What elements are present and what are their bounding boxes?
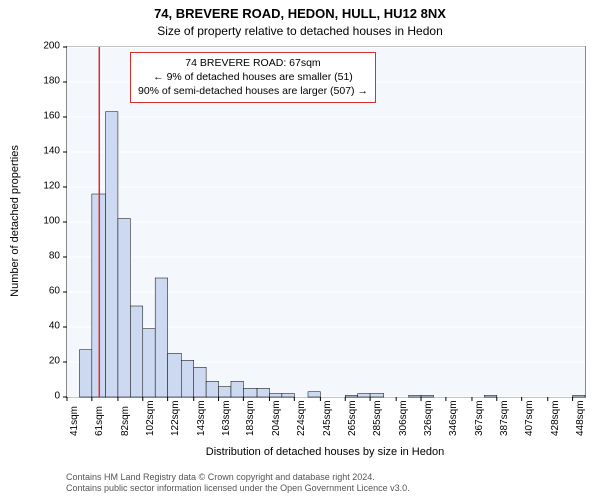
- histogram-bar: [282, 394, 294, 398]
- x-tick-label: 407sqm: [524, 400, 535, 436]
- x-tick-label: 82sqm: [120, 406, 131, 436]
- y-tick-label: 100: [30, 216, 60, 227]
- annotation-line-2: ← 9% of detached houses are smaller (51): [138, 70, 368, 84]
- x-tick-label: 285sqm: [372, 400, 383, 436]
- x-tick-label: 367sqm: [474, 400, 485, 436]
- histogram-bar: [345, 395, 357, 397]
- x-tick-label: 224sqm: [296, 400, 307, 436]
- x-tick-label: 428sqm: [550, 400, 561, 436]
- histogram-bar: [106, 112, 118, 397]
- chart-subtitle: Size of property relative to detached ho…: [0, 24, 600, 38]
- x-tick-label: 265sqm: [347, 400, 358, 436]
- histogram-bar: [370, 394, 384, 398]
- x-tick-label: 61sqm: [94, 406, 105, 436]
- histogram-bar: [219, 387, 231, 398]
- x-tick-label: 448sqm: [575, 400, 586, 436]
- x-tick-label: 326sqm: [423, 400, 434, 436]
- histogram-bar: [181, 360, 193, 397]
- footer-line-1: Contains HM Land Registry data © Crown c…: [66, 472, 584, 483]
- histogram-bar: [257, 388, 269, 397]
- histogram-bar: [243, 388, 257, 397]
- histogram-bar: [484, 395, 496, 397]
- y-tick-label: 140: [30, 146, 60, 157]
- y-tick-label: 0: [30, 391, 60, 402]
- histogram-bar: [231, 381, 243, 397]
- y-tick-label: 60: [30, 286, 60, 297]
- footer-line-2: Contains public sector information licen…: [66, 483, 584, 494]
- x-tick-label: 143sqm: [196, 400, 207, 436]
- histogram-bar: [409, 395, 421, 397]
- histogram-bar: [308, 392, 320, 397]
- y-tick-label: 80: [30, 251, 60, 262]
- histogram-bar: [155, 278, 167, 397]
- x-tick-label: 122sqm: [170, 400, 181, 436]
- histogram-bar: [194, 367, 206, 397]
- y-tick-label: 160: [30, 111, 60, 122]
- x-tick-label: 102sqm: [145, 400, 156, 436]
- histogram-bar: [143, 329, 155, 397]
- x-tick-label: 41sqm: [69, 406, 80, 436]
- y-tick-label: 20: [30, 356, 60, 367]
- x-tick-label: 387sqm: [499, 400, 510, 436]
- y-axis-label: Number of detached properties: [8, 46, 22, 396]
- y-tick-label: 120: [30, 181, 60, 192]
- histogram-bar: [358, 394, 370, 398]
- histogram-bar: [130, 306, 142, 397]
- x-axis-label: Distribution of detached houses by size …: [66, 446, 584, 458]
- histogram-bar: [269, 394, 281, 398]
- y-tick-label: 180: [30, 76, 60, 87]
- chart-main-title: 74, BREVERE ROAD, HEDON, HULL, HU12 8NX: [0, 6, 600, 21]
- y-tick-label: 200: [30, 41, 60, 52]
- histogram-bar: [168, 353, 182, 397]
- x-tick-label: 245sqm: [322, 400, 333, 436]
- chart-container: 74, BREVERE ROAD, HEDON, HULL, HU12 8NX …: [0, 0, 600, 500]
- annotation-box: 74 BREVERE ROAD: 67sqm ← 9% of detached …: [130, 52, 376, 103]
- x-tick-label: 183sqm: [245, 400, 256, 436]
- histogram-bar: [118, 219, 130, 398]
- x-tick-label: 346sqm: [448, 400, 459, 436]
- histogram-bar: [421, 395, 433, 397]
- histogram-bar: [206, 381, 218, 397]
- histogram-bar: [573, 395, 585, 397]
- x-tick-label: 306sqm: [398, 400, 409, 436]
- x-tick-label: 163sqm: [221, 400, 232, 436]
- histogram-bar: [79, 350, 91, 397]
- x-tick-label: 204sqm: [271, 400, 282, 436]
- footer: Contains HM Land Registry data © Crown c…: [66, 472, 584, 494]
- annotation-line-1: 74 BREVERE ROAD: 67sqm: [138, 56, 368, 70]
- annotation-line-3: 90% of semi-detached houses are larger (…: [138, 84, 368, 98]
- y-tick-label: 40: [30, 321, 60, 332]
